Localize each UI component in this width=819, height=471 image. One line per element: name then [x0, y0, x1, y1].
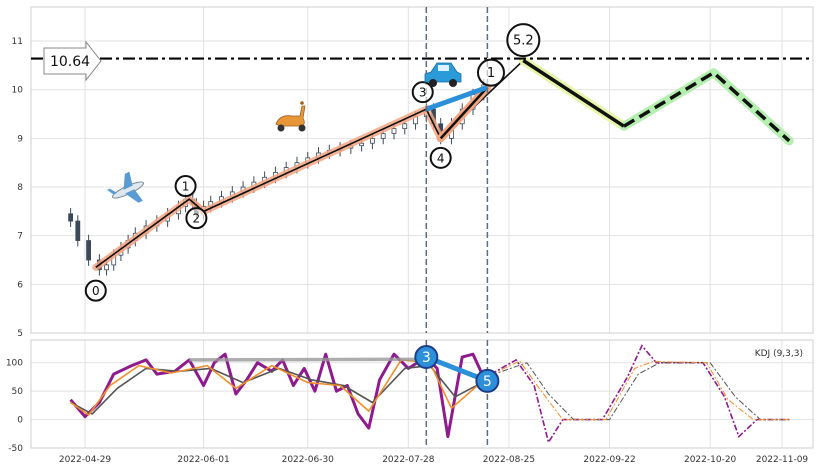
kdj-y-tick: 50 [12, 387, 24, 397]
price-y-tick: 5 [17, 329, 23, 339]
x-tick-label: 2022-11-09 [756, 455, 809, 465]
wave-label-circle [84, 279, 107, 302]
candle-body [86, 240, 91, 261]
wave-label-circle [429, 146, 452, 169]
scooter-body [275, 105, 306, 127]
scooter-wheel-front [298, 124, 306, 132]
price-y-tick: 10 [12, 86, 24, 96]
price-panel-frame [30, 6, 814, 334]
candle-body [104, 264, 109, 271]
wave-label-circle [174, 175, 197, 198]
kdj-y-tick: 100 [6, 359, 23, 369]
wave-label-text: 4 [437, 151, 445, 165]
x-tick-label: 2022-04-29 [59, 455, 112, 465]
kdj-y-tick: 0 [17, 416, 23, 426]
wave-label-text: 0 [92, 284, 100, 298]
price-y-tick: 11 [12, 37, 23, 47]
wave-sub-line [439, 86, 489, 140]
kdj-series-D [70, 364, 488, 415]
wave-label-circle [476, 58, 505, 87]
wave-connector-line [425, 84, 489, 112]
wave-label-text: 3 [419, 86, 427, 100]
airplane-tail [106, 188, 118, 195]
kdj-wave-label-text: 3 [422, 350, 431, 366]
projection-halo-2 [619, 68, 794, 146]
kdj-legend: KDJ (9,3,3) [755, 349, 803, 359]
wave-label-circle [185, 207, 208, 230]
wave-labels: 0 1 2 3 4 1 5.2 3 5 [84, 23, 541, 393]
price-y-tick: 6 [17, 280, 23, 290]
price-y-tick: 8 [17, 183, 23, 193]
wave-label-text: 2 [193, 212, 201, 226]
airplane-wing [123, 171, 143, 203]
scooter-icon [275, 101, 306, 132]
car-body [424, 62, 462, 83]
car-window [438, 65, 449, 71]
x-tick-label: 2022-09-22 [583, 455, 635, 465]
kdj-y-tick: -50 [8, 444, 23, 454]
kdj-wave-label-text: 5 [483, 374, 492, 390]
price-label-arrow [43, 40, 102, 82]
wave-label-text: 1 [182, 180, 190, 194]
candle-body [75, 220, 81, 241]
candle-body [402, 123, 408, 130]
wave-label-text: 1 [487, 66, 495, 81]
candle-body [370, 137, 375, 144]
x-tick-label: 2022-10-20 [684, 455, 737, 465]
projection-dashed [623, 70, 791, 143]
kdj-wave-label-circle [414, 345, 439, 370]
car-wheel-rear [429, 79, 437, 87]
projection-lines [518, 56, 794, 146]
car-icon [424, 62, 462, 87]
projection-solid [522, 59, 625, 128]
kdj-projection-D [490, 362, 790, 421]
x-tick-label: 2022-06-30 [282, 455, 335, 465]
car-wheel-front [449, 79, 457, 87]
x-tick-label: 2022-06-01 [177, 455, 229, 465]
price-y-tick: 7 [17, 232, 23, 242]
wave-label-circle [506, 23, 541, 58]
candle-body [359, 142, 365, 147]
kdj-projection-J [490, 344, 790, 445]
price-label-text: 10.64 [50, 54, 90, 70]
candle-body [391, 128, 397, 134]
wave-halo [92, 104, 445, 271]
scooter-mirror [300, 101, 304, 105]
airplane-icon [106, 171, 144, 203]
scooter-wheel-rear [277, 124, 285, 132]
price-y-tick: 9 [17, 134, 23, 144]
x-tick-label: 2022-08-25 [483, 455, 535, 465]
kdj-wave-line [189, 357, 427, 362]
wave-label-circle [411, 81, 434, 104]
kdj-wave-label-circle [475, 368, 500, 393]
candle-body [380, 133, 386, 139]
candle-body [68, 213, 74, 222]
wave-lines [92, 59, 524, 271]
current-price-label: 10.64 [43, 40, 102, 82]
kdj-panel-frame [30, 339, 814, 449]
wave-label-text: 5.2 [513, 34, 534, 49]
kdj-projection-K [490, 360, 790, 421]
x-tick-label: 2022-07-28 [382, 455, 435, 465]
